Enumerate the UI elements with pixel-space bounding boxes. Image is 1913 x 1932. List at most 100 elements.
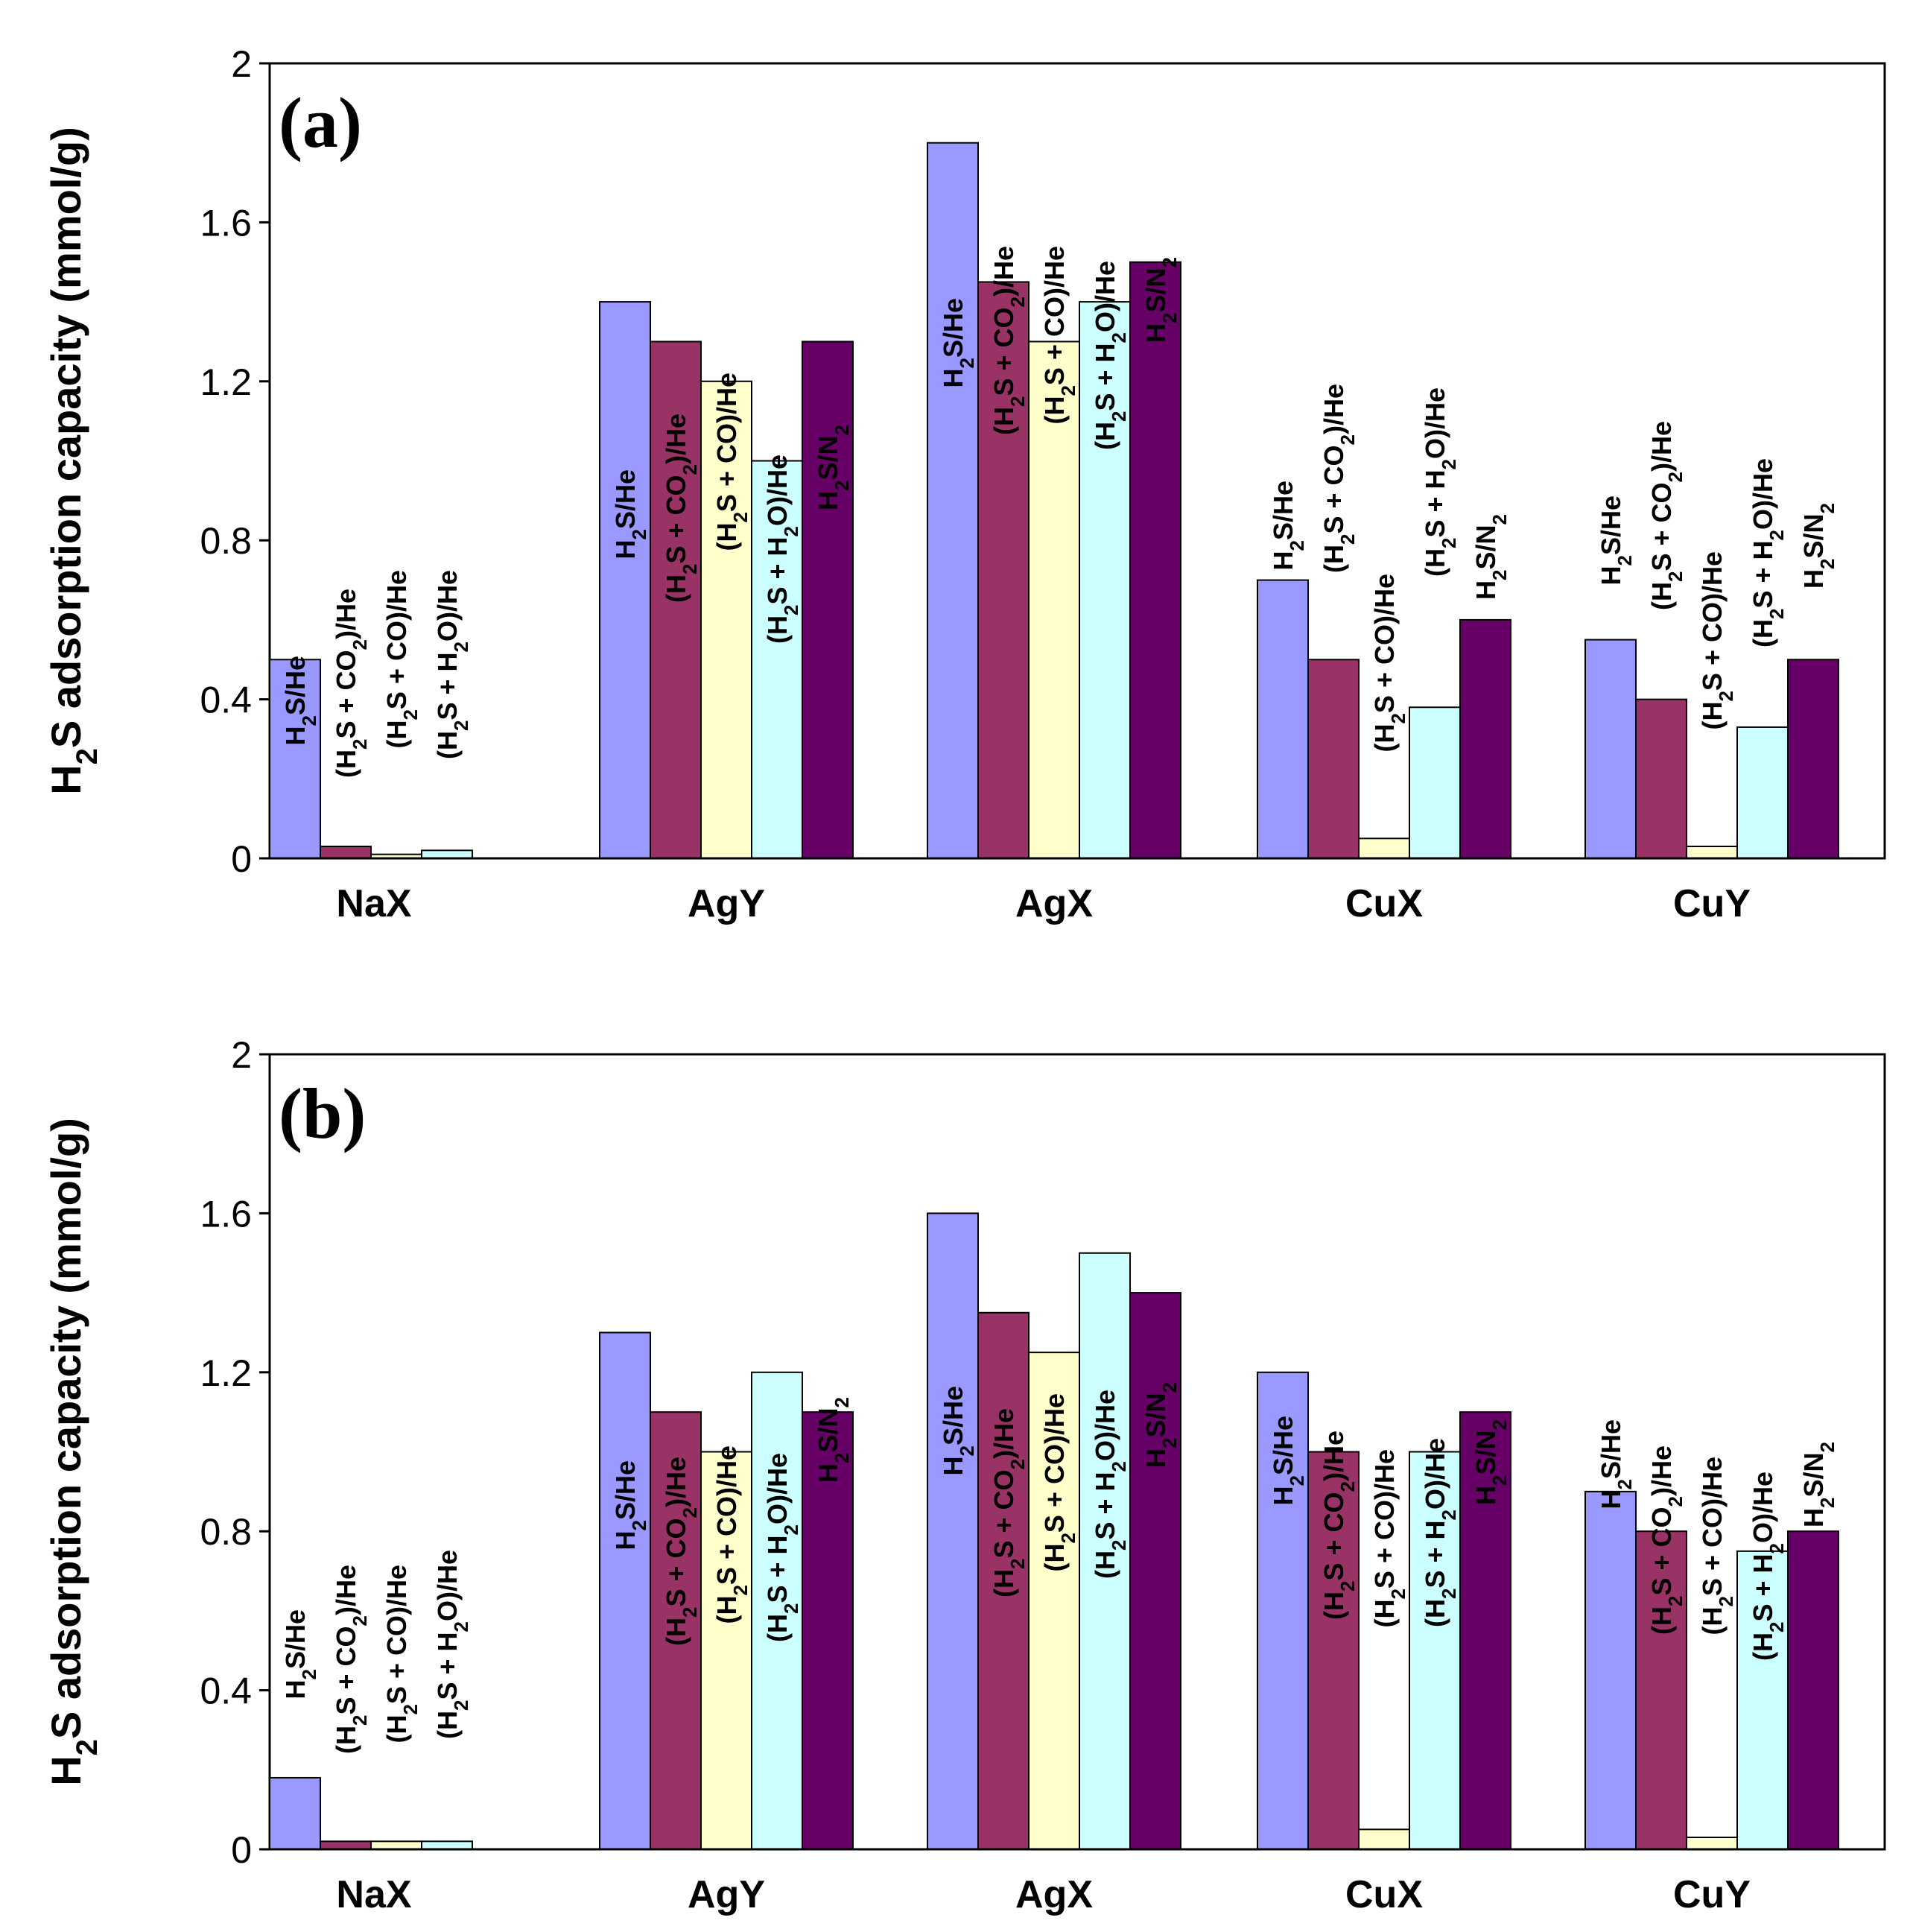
chart1-bar [751,1371,803,1851]
chart1-bar [1459,1411,1511,1850]
chart1-bar [1584,1490,1637,1850]
chart1-bar-series-label: H2S/N2 [1140,1382,1181,1468]
chart1-y-tick-label: 1.2 [200,1352,252,1394]
chart0-y-tick-label: 0.8 [200,520,252,562]
chart0-panel-label: (a) [279,83,362,162]
chart0-bar [1409,706,1461,860]
chart1-bar [1409,1451,1461,1850]
chart0-y-tick-label: 0.4 [200,680,252,721]
chart0-bar [1079,301,1131,860]
chart1-panel-label: (b) [279,1074,366,1153]
chart1-bar-series-label: H2S/N2 [1471,1419,1511,1505]
chart1-bar-series-label: (H2S + CO2)/He [989,1408,1029,1597]
chart0-bar-series-label: H2S/N2 [1471,514,1511,600]
chart0-y-tick-label: 1.6 [200,202,252,244]
chart0-bar-series-label: (H2S + CO)/He [711,373,752,551]
chart1-bar [320,1840,372,1851]
chart0-bar-series-label: (H2S + H2O)/He [762,455,802,644]
chart1-bar-series-label: (H2S + H2O)/He [432,1550,472,1739]
chart1-bar-series-label: H2S/He [1268,1416,1308,1506]
chart1-bar-series-label: (H2S + H2O)/He [1090,1390,1130,1579]
chart1-bar-series-label: (H2S + CO2)/He [331,1565,371,1754]
chart1-bar [802,1411,854,1850]
chart0-bar [1257,579,1309,859]
chart0-bar [802,341,854,859]
chart1-bar [1129,1292,1181,1850]
chart0-bar [1584,639,1637,859]
chart0-bar-series-label: (H2S + H2O)/He [1090,261,1130,450]
chart1-bar-series-label: (H2S + CO2)/He [1646,1445,1687,1635]
chart1-category-label: AgY [688,1873,765,1916]
chart0-y-tick-label: 2 [231,43,252,85]
chart1-bar [269,1776,321,1850]
chart0-bar-series-label: H2S/He [610,469,650,560]
chart0-bar [650,341,702,859]
chart0-bar-series-label: (H2S + H2O)/He [432,570,472,759]
chart0-y-axis-label: H2S adsorption capacity (mmol/g) [42,127,104,795]
chart1-bar-series-label: H2S/N2 [1798,1442,1839,1527]
chart0-category-label: CuX [1345,882,1423,925]
chart1-bar [370,1840,422,1851]
chart0-bar-series-label: (H2S + CO)/He [1039,246,1079,425]
chart0-bar-series-label: (H2S + CO2)/He [1319,384,1359,573]
chart0-bar-series-label: (H2S + CO2)/He [331,589,371,778]
chart1-y-axis-label: H2S adsorption capacity (mmol/g) [42,1118,104,1786]
chart0-bar [1635,698,1687,859]
chart0-bar [320,845,372,859]
chart1-y-tick-label: 0 [231,1829,252,1871]
chart0-bar-series-label: H2S/He [1268,481,1308,571]
chart1-bar [1358,1828,1410,1850]
chart1-bar [977,1311,1030,1850]
chart1-bar-series-label: (H2S + CO)/He [381,1565,422,1743]
chart1-bar-series-label: (H2S + CO)/He [1039,1393,1079,1572]
chart0-bar-series-label: H2S/He [938,298,978,388]
chart1-bar-series-label: H2S/He [280,1609,320,1700]
chart0-bar [1686,845,1738,859]
chart1-bar [927,1212,979,1850]
chart1-bar [1787,1530,1839,1850]
chart0-category-label: AgX [1015,882,1093,925]
chart0-bar-series-label: H2S/He [1596,495,1636,586]
chart0-y-tick-label: 1.2 [200,361,252,403]
chart0-bar [751,460,803,859]
chart0-y-tick-label: 0 [231,838,252,880]
chart0-bar-series-label: (H2S + H2O)/He [1420,387,1460,577]
chart0-bar-series-label: (H2S + CO2)/He [1646,421,1687,610]
chart1-bar-series-label: (H2S + H2O)/He [1748,1472,1788,1661]
chart0-bar [269,659,321,859]
chart0-bar [1307,659,1360,859]
chart0-bar [1459,618,1511,860]
chart1-bar [599,1331,651,1850]
chart1-y-tick-label: 2 [231,1034,252,1076]
chart0-bar [927,142,979,859]
chart0-bar-series-label: H2S/He [280,656,320,746]
chart0-bar-series-label: (H2S + CO2)/He [989,246,1029,435]
chart1-bar [1307,1451,1360,1850]
chart1-bar [700,1451,752,1850]
chart0-category-label: NaX [336,882,411,925]
chart0-bar-series-label: H2S/N2 [1140,257,1181,343]
chart1-bar-series-label: (H2S + CO)/He [711,1445,752,1624]
chart1-category-label: CuY [1673,1873,1751,1916]
chart0-bar-series-label: (H2S + CO)/He [1697,551,1737,730]
chart1-bar-series-label: (H2S + CO)/He [1369,1449,1409,1628]
chart0-category-label: AgY [688,882,765,925]
chart0-bar-series-label: (H2S + H2O)/He [1748,458,1788,647]
chart1-bar-series-label: (H2S + CO2)/He [1319,1431,1359,1620]
chart1-category-label: NaX [336,1873,411,1916]
chart0-bar [1129,261,1181,859]
chart1-bar [1686,1836,1738,1851]
chart1-bar [421,1840,473,1851]
chart1-bar [1079,1252,1131,1850]
chart0-bar-series-label: H2S/N2 [813,425,853,510]
chart1-bar-series-label: H2S/He [938,1386,978,1476]
chart0-bar [421,849,473,859]
chart1-bar-series-label: (H2S + CO2)/He [661,1457,701,1646]
chart1-bar-series-label: H2S/N2 [813,1397,853,1483]
chart1-bar-series-label: H2S/He [1596,1419,1636,1510]
chart1-y-tick-label: 0.4 [200,1670,252,1712]
chart0-bar [599,301,651,860]
chart1-bar-series-label: H2S/He [610,1460,650,1551]
chart1-y-tick-label: 1.6 [200,1193,252,1235]
chart0-bar-series-label: (H2S + CO)/He [381,570,422,749]
